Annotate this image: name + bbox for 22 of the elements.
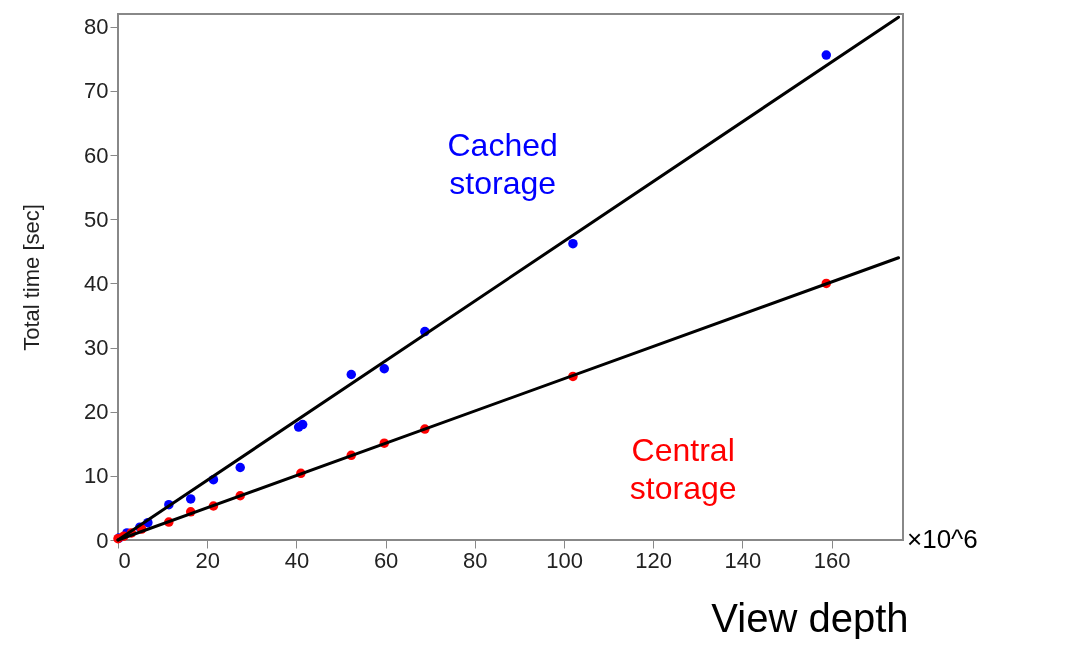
x-tick-label: 120 [635,547,673,573]
x-tick-label: 140 [724,547,762,573]
y-axis-title: Total time [sec] [19,204,45,351]
x-tick-label: 40 [284,547,310,573]
y-tick-label: 10 [84,463,109,489]
text: Central storage [629,432,737,507]
text: ×10^6 [907,524,978,554]
y-tick-label: 50 [84,206,109,232]
y-tick-label: 30 [84,335,109,361]
y-tick-label: 80 [84,14,109,40]
y-tick-label: 70 [84,78,109,104]
x-tick-label: 80 [463,547,488,573]
x-tick-label: 60 [373,547,399,573]
y-tick-label: 60 [84,142,109,168]
x-tick-label: 100 [546,547,583,573]
x-tick-label: 20 [195,547,220,573]
series-label: Cached storage [447,126,558,201]
x-tick-label: 0 [118,547,131,573]
y-tick-label: 40 [84,270,109,296]
x-tick-label: 160 [813,547,851,573]
y-tick-label: 20 [84,399,109,425]
y-tick-label: 0 [96,527,109,553]
